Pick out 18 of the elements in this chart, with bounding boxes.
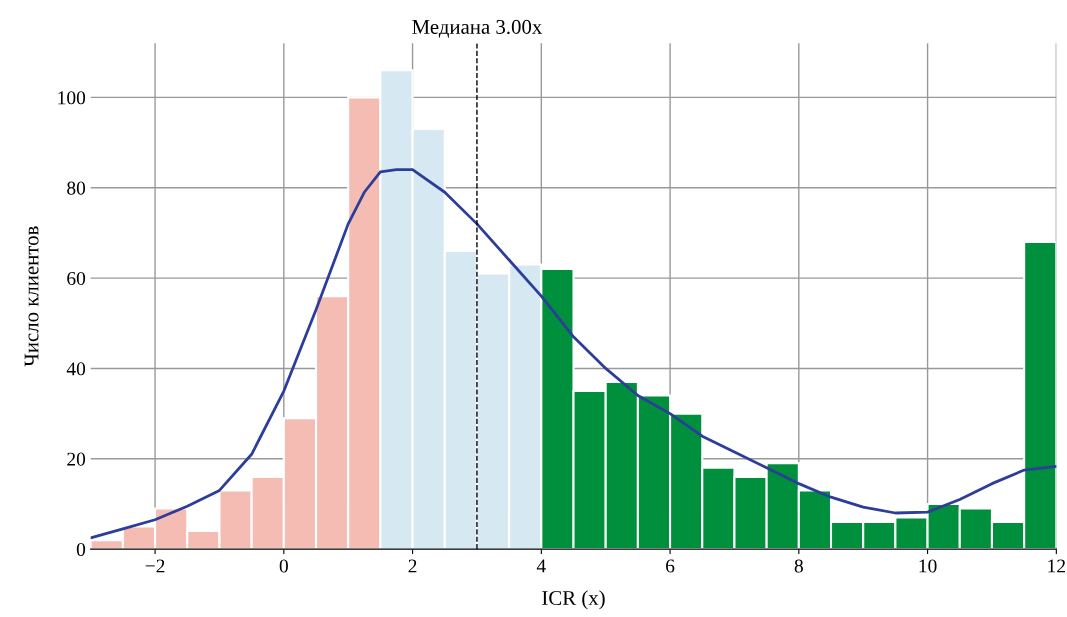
x-tick-label: 0	[279, 559, 288, 573]
y-axis-title: Число клиентов	[24, 226, 39, 367]
x-tick-label: 6	[666, 559, 675, 573]
x-tick-label: 2	[408, 559, 417, 573]
x-tick-label: 12	[1048, 559, 1065, 573]
x-tick-label: −2	[145, 559, 165, 573]
x-tick-label: 4	[536, 559, 546, 573]
y-tick-label: 0	[76, 542, 86, 557]
line-series	[90, 168, 1057, 540]
x-tick-label: 10	[919, 559, 937, 573]
y-tick-label: 20	[67, 452, 86, 466]
y-tick-label: 80	[67, 181, 86, 195]
x-tick-label: 8	[794, 559, 803, 573]
ref-line-label: Медиана 3.00x	[412, 19, 543, 38]
x-axis-title: ICR (x)	[542, 590, 605, 610]
y-tick-label: 40	[66, 362, 86, 376]
y-tick-label: 60	[67, 271, 86, 286]
y-tick-label: 100	[58, 91, 86, 105]
